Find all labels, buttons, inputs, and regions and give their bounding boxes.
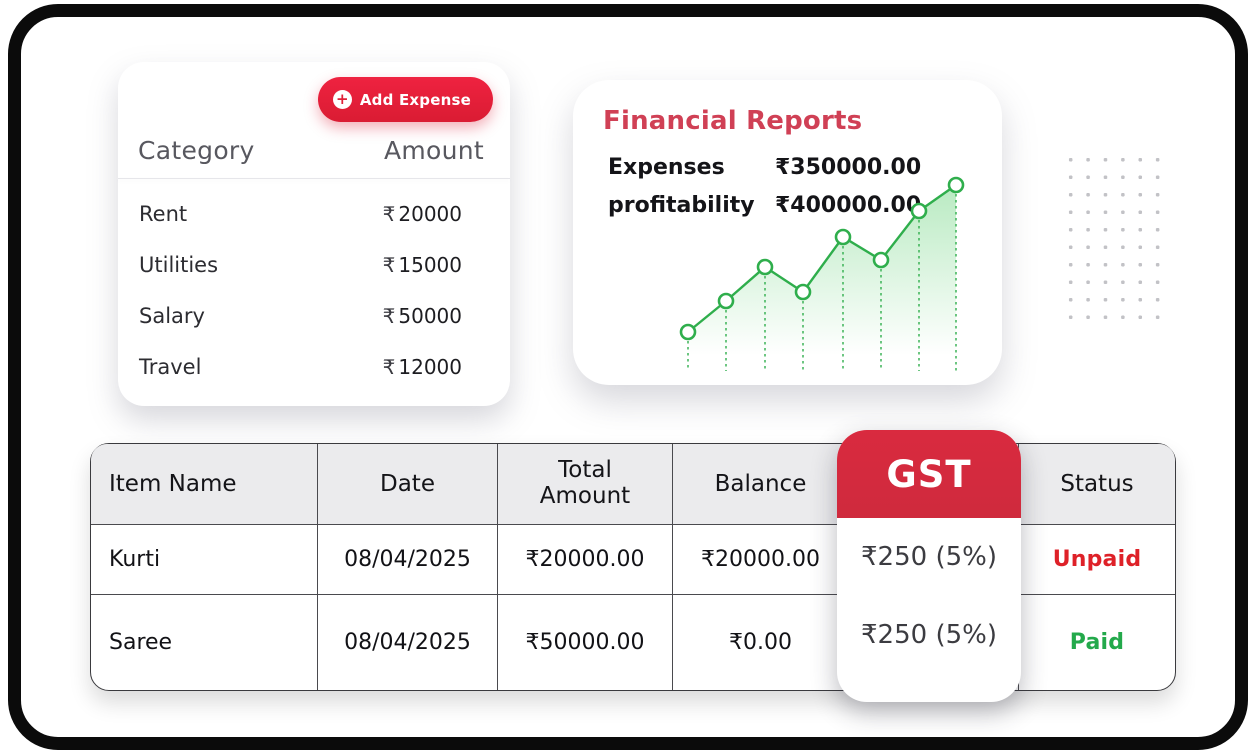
add-expense-button[interactable]: + Add Expense: [317, 77, 493, 122]
metric-row: Expenses ₹350000.00: [608, 148, 921, 186]
cell-date: 08/04/2025: [318, 525, 498, 595]
status-badge-unpaid: Unpaid: [1019, 525, 1175, 595]
expense-category: Rent: [139, 201, 188, 226]
header-total-amount: Total Amount: [498, 444, 673, 525]
cell-date: 08/04/2025: [318, 595, 498, 690]
gst-value: ₹250 (5%): [861, 620, 997, 650]
cell-balance: ₹20000.00: [673, 525, 849, 595]
dot-grid-decoration: [1058, 147, 1164, 324]
gst-value: ₹250 (5%): [861, 542, 997, 572]
expense-amount: ₹15000: [382, 252, 462, 277]
financial-metrics: Expenses ₹350000.00 profitability ₹40000…: [608, 148, 921, 224]
cell-total-amount: ₹50000.00: [498, 595, 673, 690]
expense-amount: ₹50000: [382, 303, 462, 328]
gst-card: GST ₹250 (5%) ₹250 (5%): [837, 430, 1021, 702]
metric-label: profitability: [608, 192, 755, 218]
cell-balance: ₹0.00: [673, 595, 849, 690]
header-date: Date: [318, 444, 498, 525]
header-divider: [118, 178, 510, 179]
header-status: Status: [1019, 444, 1175, 525]
expense-category: Utilities: [139, 252, 219, 277]
amount-column-header: Amount: [383, 136, 484, 165]
expense-row: Utilities ₹15000: [139, 253, 462, 277]
rupee-symbol: ₹: [382, 354, 396, 379]
header-balance: Balance: [673, 444, 849, 525]
expense-category: Travel: [139, 354, 202, 379]
expense-amount: ₹20000: [382, 201, 462, 226]
rupee-symbol: ₹: [382, 252, 396, 277]
cell-item-name: Kurti: [91, 525, 318, 595]
metric-value: ₹400000.00: [775, 192, 922, 218]
rupee-symbol: ₹: [382, 303, 396, 328]
expense-rows: Rent ₹20000 Utilities ₹15000 Salary ₹500…: [139, 188, 462, 392]
plus-icon: +: [332, 90, 352, 109]
expense-row: Rent ₹20000: [139, 202, 462, 226]
status-badge-paid: Paid: [1069, 630, 1125, 655]
expense-row: Salary ₹50000: [139, 304, 462, 328]
profit-line-chart: [679, 176, 965, 371]
financial-reports-card: Financial Reports Expenses ₹350000.00 pr…: [573, 80, 1002, 385]
expense-category: Salary: [139, 303, 205, 328]
expense-card: + Add Expense Category Amount Rent ₹2000…: [118, 62, 510, 406]
expense-amount: ₹12000: [382, 354, 462, 379]
cell-total-amount: ₹20000.00: [498, 525, 673, 595]
header-item-name: Item Name: [91, 444, 318, 525]
expense-table-header: Category Amount: [138, 136, 484, 165]
metric-value: ₹350000.00: [775, 154, 922, 180]
invoice-table: Item Name Date Total Amount Balance Stat…: [90, 430, 1176, 702]
metric-label: Expenses: [608, 154, 725, 180]
rupee-symbol: ₹: [382, 201, 396, 226]
financial-reports-title: Financial Reports: [603, 106, 863, 136]
gst-card-header: GST: [837, 430, 1021, 518]
cell-item-name: Saree: [91, 595, 318, 690]
expense-row: Travel ₹12000: [139, 355, 462, 379]
category-column-header: Category: [138, 136, 255, 165]
metric-row: profitability ₹400000.00: [608, 186, 921, 224]
add-expense-label: Add Expense: [359, 90, 471, 109]
